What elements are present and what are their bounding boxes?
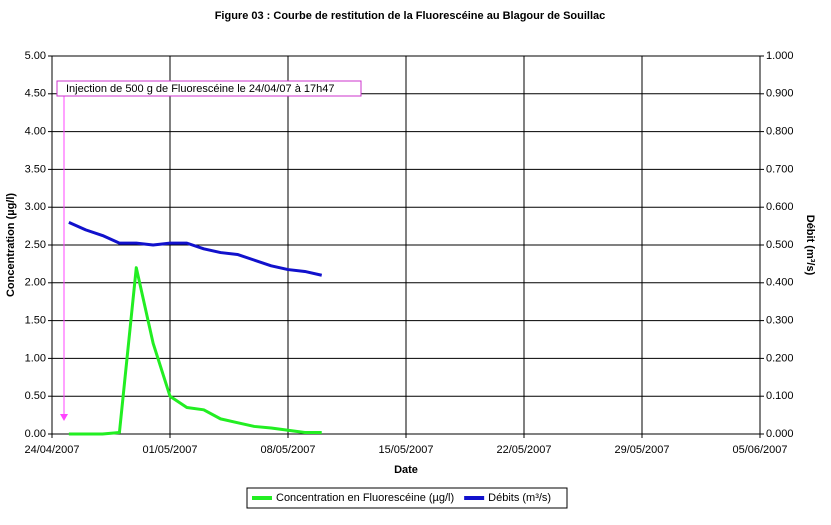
annotation-box: [56, 80, 362, 97]
y-tick-label: 4.00: [25, 126, 46, 138]
x-tick-label: 01/05/2007: [142, 444, 197, 456]
y2-tick-label: 1.000: [766, 50, 794, 62]
y2-tick-label: 0.000: [766, 428, 794, 440]
y-tick-label: 1.00: [25, 352, 46, 364]
legend: [246, 487, 568, 509]
legend-label: Débits (m³/s): [488, 492, 551, 504]
y2-tick-label: 0.100: [766, 390, 794, 402]
series-line: [68, 220, 323, 277]
annotation: Injection de 500 g de Fluorescéine le 24…: [66, 83, 334, 95]
y-tick-label: 4.50: [25, 88, 46, 100]
y2-tick-label: 0.900: [766, 88, 794, 100]
series-line: [68, 266, 322, 436]
arrow-head: [60, 414, 68, 421]
chart-title: Figure 03 : Courbe de restitution de la …: [215, 10, 606, 22]
y2-tick-label: 0.700: [766, 163, 794, 175]
y-tick-label: 0.50: [25, 390, 46, 402]
y2-tick-label: 0.200: [766, 352, 794, 364]
y2-tick-label: 0.400: [766, 277, 794, 289]
x-tick-label: 05/06/2007: [732, 444, 787, 456]
y2-tick-label: 0.500: [766, 239, 794, 251]
y-tick-label: 0.00: [25, 428, 46, 440]
x-tick-label: 22/05/2007: [496, 444, 551, 456]
y-axis-label: Concentration (µg/l): [5, 193, 17, 297]
y2-tick-label: 0.300: [766, 315, 794, 327]
y2-axis-label: Débit (m³/s): [804, 215, 816, 276]
x-tick-label: 15/05/2007: [378, 444, 433, 456]
y2-tick-label: 0.600: [766, 201, 794, 213]
legend-label: Concentration en Fluorescéine (µg/l): [276, 492, 454, 504]
x-tick-label: 08/05/2007: [260, 444, 315, 456]
x-tick-label: 24/04/2007: [24, 444, 79, 456]
x-tick-label: 29/05/2007: [614, 444, 669, 456]
y-tick-label: 3.00: [25, 201, 46, 213]
y-tick-label: 5.00: [25, 50, 46, 62]
y-tick-label: 2.00: [25, 277, 46, 289]
y2-tick-label: 0.800: [766, 126, 794, 138]
x-axis-label: Date: [394, 464, 418, 476]
y-tick-label: 1.50: [25, 315, 46, 327]
y-tick-label: 3.50: [25, 163, 46, 175]
y-tick-label: 2.50: [25, 239, 46, 251]
